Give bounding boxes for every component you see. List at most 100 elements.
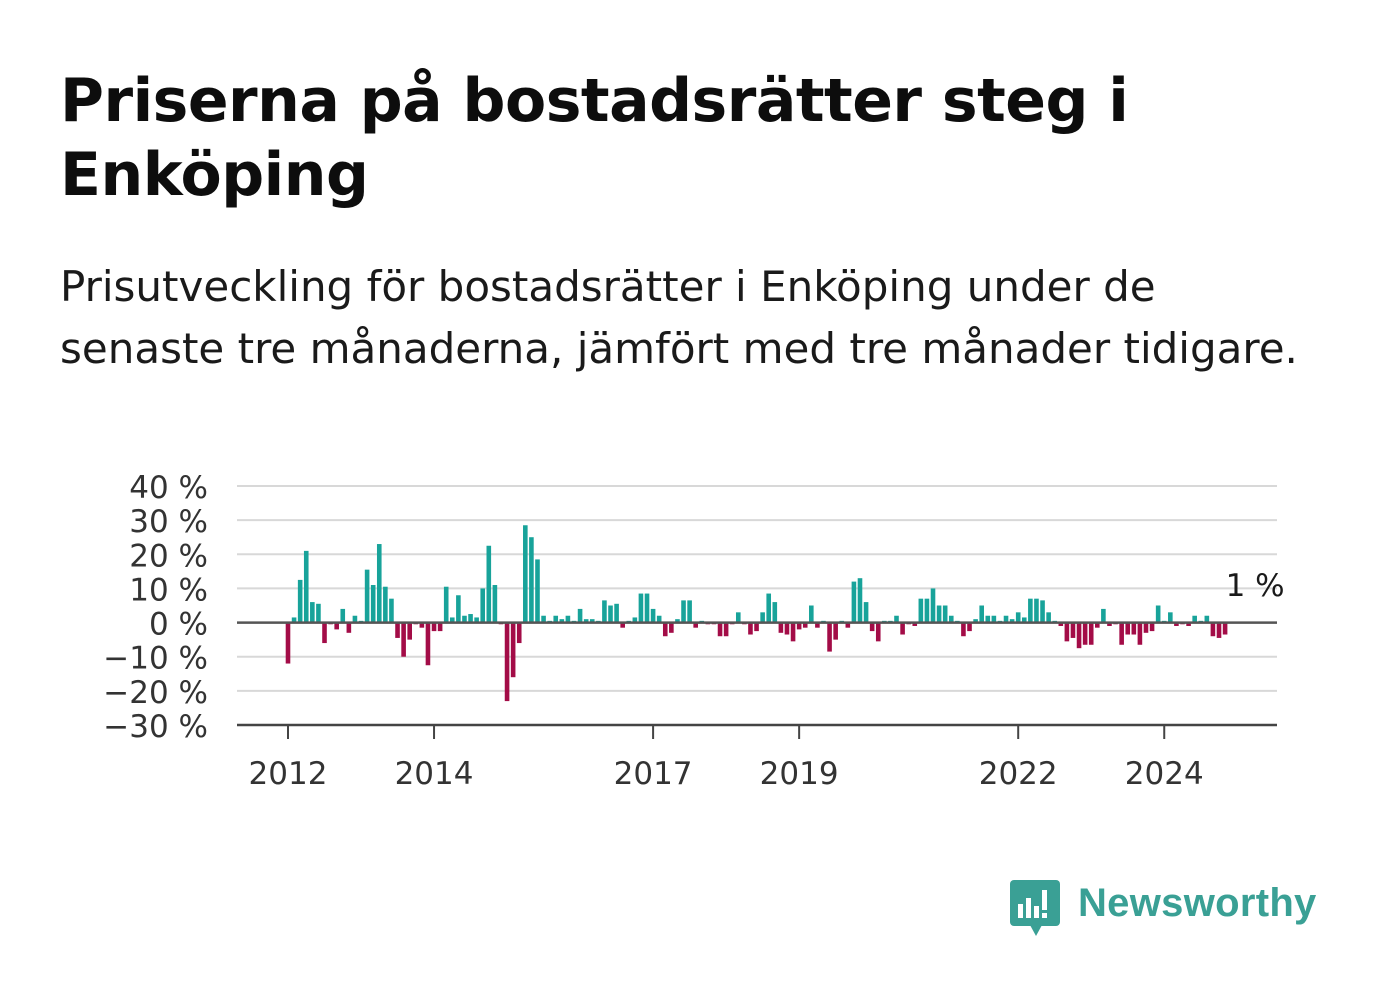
bar-2018-11 xyxy=(784,622,790,635)
bar-2016-08 xyxy=(620,622,625,628)
bar-2020-11 xyxy=(930,588,936,623)
bar-2014-01 xyxy=(431,622,437,632)
bar-2014-04 xyxy=(449,617,455,623)
bar-2019-01 xyxy=(796,622,802,630)
bar-2020-01 xyxy=(869,622,875,632)
bar-2015-02 xyxy=(510,622,516,678)
bar-2018-12 xyxy=(790,622,796,642)
bar-2018-06 xyxy=(754,622,759,632)
bar-2020-08 xyxy=(912,622,918,626)
bar-2022-04 xyxy=(1034,598,1039,623)
bar-2016-11 xyxy=(638,593,644,623)
y-tick-label: 30 % xyxy=(129,504,208,540)
bar-2019-06 xyxy=(827,622,832,652)
bar-2022-03 xyxy=(1028,598,1033,623)
bar-2014-02 xyxy=(437,622,443,632)
x-tick-label: 2017 xyxy=(614,756,693,792)
y-tick-label: −10 % xyxy=(103,641,208,677)
bar-2021-11 xyxy=(1003,615,1009,623)
bar-2022-05 xyxy=(1040,600,1045,623)
bar-2018-07 xyxy=(760,612,765,623)
axes xyxy=(237,621,1277,739)
bar-2017-06 xyxy=(681,600,686,623)
bar-2016-03 xyxy=(589,619,595,623)
bar-2016-02 xyxy=(583,619,589,623)
bar-2012-06 xyxy=(316,603,321,623)
last-value-label: 1 % xyxy=(1226,568,1285,604)
bar-2018-10 xyxy=(778,622,784,633)
bar-2022-09 xyxy=(1064,622,1070,642)
y-tick-label: −20 % xyxy=(103,675,208,711)
bar-2015-06 xyxy=(535,559,540,623)
bar-2015-04 xyxy=(523,525,528,623)
bar-2012-05 xyxy=(310,602,315,623)
bar-2018-03 xyxy=(735,612,741,623)
x-tick-label: 2022 xyxy=(979,756,1058,792)
bar-2014-05 xyxy=(456,595,461,623)
x-tick-label: 2014 xyxy=(395,756,474,792)
bar-2016-01 xyxy=(577,608,583,623)
bar-2024-06 xyxy=(1192,615,1197,623)
bar-2023-09 xyxy=(1137,622,1143,645)
bar-2021-05 xyxy=(967,622,972,632)
bar-2018-01 xyxy=(723,622,729,637)
bar-2021-07 xyxy=(979,605,984,623)
bar-2018-08 xyxy=(766,593,772,623)
bar-2016-10 xyxy=(632,617,638,623)
bar-2013-07 xyxy=(395,622,400,638)
bar-2019-02 xyxy=(802,622,808,628)
bar-2015-05 xyxy=(529,537,534,623)
y-tick-label: −30 % xyxy=(103,709,208,745)
x-tick-label: 2012 xyxy=(249,756,328,792)
bar-2021-04 xyxy=(961,622,966,637)
bar-2013-02 xyxy=(364,569,370,623)
bar-2015-03 xyxy=(516,622,522,644)
bar-2024-09 xyxy=(1210,622,1216,637)
bar-2019-07 xyxy=(833,622,838,640)
bar-2024-10 xyxy=(1216,622,1222,638)
bar-2012-10 xyxy=(340,608,346,623)
bar-2014-09 xyxy=(480,588,486,623)
bar-2016-12 xyxy=(644,593,650,623)
bar-2015-01 xyxy=(504,622,510,702)
bar-2023-11 xyxy=(1149,622,1155,632)
gridlines xyxy=(237,485,1277,692)
bar-2019-04 xyxy=(815,622,820,628)
bar-2015-07 xyxy=(541,615,546,623)
bar-2016-05 xyxy=(602,600,607,623)
bar-2013-06 xyxy=(389,598,394,623)
chart-title: Priserna på bostadsrätter steg i Enköpin… xyxy=(60,66,1129,210)
bar-2021-08 xyxy=(985,615,991,623)
bar-2022-10 xyxy=(1070,622,1076,638)
bar-2021-09 xyxy=(991,615,997,623)
bar-2017-04 xyxy=(669,622,674,633)
bar-2017-02 xyxy=(656,615,662,623)
bar-2022-01 xyxy=(1015,612,1021,623)
bar-2023-06 xyxy=(1119,622,1124,645)
bar-2018-05 xyxy=(748,622,753,635)
bar-2021-02 xyxy=(948,615,954,623)
bar-2013-04 xyxy=(376,544,382,623)
y-tick-label: 40 % xyxy=(129,470,208,506)
bar-2023-08 xyxy=(1131,622,1137,635)
bar-2020-12 xyxy=(936,605,942,623)
bar-2023-03 xyxy=(1101,608,1106,623)
bar-2012-09 xyxy=(334,622,339,630)
bar-2015-10 xyxy=(559,619,565,623)
bar-2024-08 xyxy=(1204,615,1210,623)
bar-2022-02 xyxy=(1021,617,1027,623)
bar-2020-09 xyxy=(918,598,924,623)
bar-2020-10 xyxy=(924,598,930,623)
brand-name: Newsworthy xyxy=(1078,881,1317,925)
bar-2012-01 xyxy=(285,622,291,664)
bar-2023-12 xyxy=(1155,605,1161,623)
bar-2023-10 xyxy=(1143,622,1149,633)
bar-2023-07 xyxy=(1125,622,1131,635)
bar-2019-03 xyxy=(809,605,814,623)
bar-2013-05 xyxy=(383,586,388,623)
bar-2012-11 xyxy=(346,622,352,633)
bar-2022-11 xyxy=(1076,622,1082,649)
newsworthy-logo: Newsworthy xyxy=(1008,876,1328,940)
bar-2019-12 xyxy=(863,602,869,623)
bar-2019-11 xyxy=(857,578,863,623)
